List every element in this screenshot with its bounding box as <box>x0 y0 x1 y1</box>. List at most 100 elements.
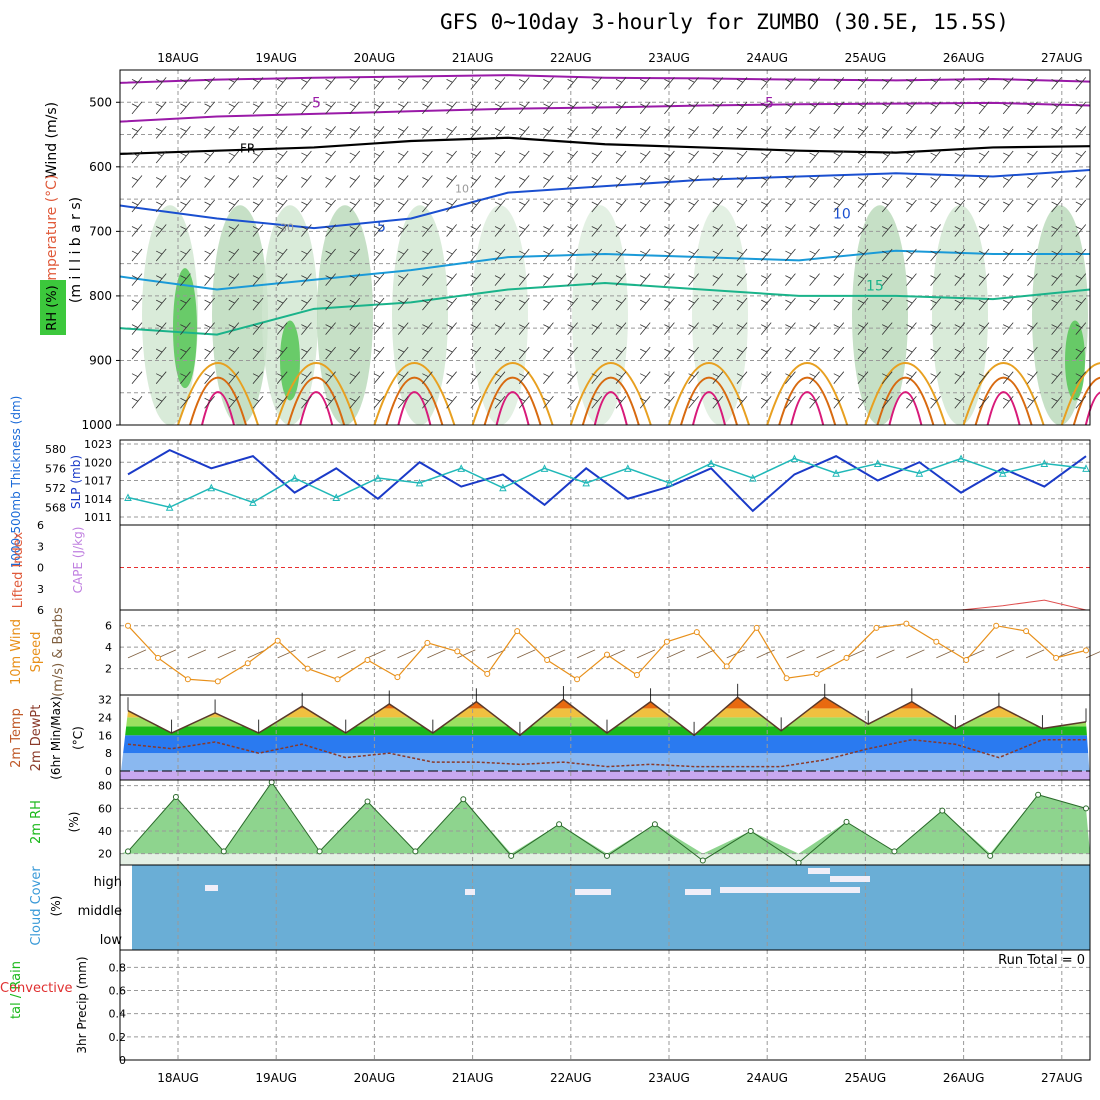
warm-arch-contour <box>974 376 1033 426</box>
wind-barb <box>881 273 893 286</box>
wind-barb <box>591 297 603 311</box>
wind-barb <box>276 248 288 262</box>
day-label-top: 26AUG <box>943 51 985 65</box>
wind-barb <box>1051 224 1062 237</box>
wind-barb <box>712 248 724 262</box>
wind-barb <box>954 175 966 188</box>
wind-speed-marker <box>663 638 670 645</box>
wind-speed-marker <box>963 657 970 663</box>
wind-barb <box>857 297 869 311</box>
wind-barb <box>712 273 724 286</box>
wind-barb <box>930 395 941 409</box>
wind-barb <box>252 346 264 360</box>
wind-barb <box>809 126 820 139</box>
wind-speed-marker <box>514 628 521 635</box>
surface-wind-barb <box>457 649 476 659</box>
wind-barb <box>494 346 506 360</box>
wind-barb <box>567 150 578 164</box>
wind-barb <box>978 77 990 90</box>
axis-label-lifted-index: Lifted Index <box>11 531 26 608</box>
wind-barb <box>1027 77 1038 90</box>
wind-barb <box>1027 224 1038 237</box>
wind-barb <box>1002 101 1014 115</box>
precip-frame <box>119 949 1091 1061</box>
wind-barb <box>470 395 482 409</box>
wind-barb <box>664 346 675 360</box>
wind-barb <box>760 224 772 237</box>
wind-barb <box>1051 126 1062 139</box>
wind-barb <box>567 126 578 139</box>
wind-barb <box>397 346 409 360</box>
wind-barb <box>422 126 433 139</box>
wind-barb <box>906 273 917 286</box>
wind-barb <box>688 224 699 237</box>
axis-label-rh-percent: (%) <box>67 812 81 833</box>
wind-barb <box>978 322 990 335</box>
wind-barb <box>180 248 191 262</box>
wind-barb <box>276 297 288 311</box>
wind-barb <box>276 224 288 237</box>
wind-barb <box>712 371 724 384</box>
wind-barb <box>180 346 191 360</box>
wind-tick-label: 4 <box>105 641 112 654</box>
wind-barb <box>978 224 990 237</box>
slp-tick-label: 1023 <box>84 438 112 451</box>
wind-barb <box>591 126 603 139</box>
wind-barb <box>446 248 457 262</box>
axis-label-cape: CAPE (J/kg) <box>71 527 85 594</box>
wind-barb <box>978 371 990 384</box>
wind-barb <box>639 395 651 409</box>
wind-barb <box>518 297 530 311</box>
axis-label-speed: Speed <box>29 632 44 673</box>
wind-barb <box>712 322 724 335</box>
wind-barb <box>1027 150 1038 164</box>
warm-arch-contour <box>299 391 334 426</box>
rh-marker <box>939 807 946 814</box>
mb-tick-label: 700 <box>89 224 112 238</box>
wind-barb <box>325 126 336 139</box>
wind-barb <box>785 150 796 164</box>
wind-barb <box>204 248 215 262</box>
wind-speed-marker <box>214 678 221 685</box>
wind-barb <box>276 101 288 115</box>
wind-barb <box>688 248 699 262</box>
temp-band <box>120 697 1090 709</box>
wind-barb <box>591 77 603 90</box>
warm-arch-contour <box>766 362 849 426</box>
wind-speed-marker <box>633 672 640 678</box>
thickness-marker <box>540 464 549 472</box>
wind-barb <box>494 101 506 115</box>
surface-wind-barb <box>576 649 596 659</box>
wind-barb <box>131 273 143 286</box>
axis-label-wind10m: 10m Wind <box>9 619 24 685</box>
rh-shading <box>692 205 748 426</box>
wind-barb <box>1027 248 1038 262</box>
rh-shading <box>392 205 448 426</box>
wind-barb <box>591 150 603 164</box>
wind-barb <box>349 346 361 360</box>
wind-barb <box>736 346 748 360</box>
wind-barb <box>906 248 917 262</box>
wind-barb <box>373 126 385 139</box>
rh-tick-label: 40 <box>98 825 112 838</box>
wind-barb <box>397 371 409 384</box>
wind-barb <box>567 199 578 213</box>
wind-barb <box>639 150 651 164</box>
wind-barb <box>760 77 772 90</box>
wind-barb <box>567 346 578 360</box>
wind-barb <box>494 322 506 335</box>
wind-barb <box>180 199 191 213</box>
day-label-bottom: 18AUG <box>157 1071 199 1085</box>
wind-barb <box>930 199 941 213</box>
wind-barb <box>615 395 627 409</box>
wind-barb <box>736 273 748 286</box>
wind-barb <box>349 150 361 164</box>
surface-wind-barb <box>1025 649 1045 659</box>
thickness-marker <box>665 478 674 487</box>
wind-barb <box>252 248 264 262</box>
wind-speed-marker <box>873 624 880 631</box>
rh-marker <box>987 852 994 859</box>
surface-wind-barb <box>876 649 895 659</box>
thickness-marker <box>957 454 965 463</box>
wind-barb <box>639 224 651 237</box>
